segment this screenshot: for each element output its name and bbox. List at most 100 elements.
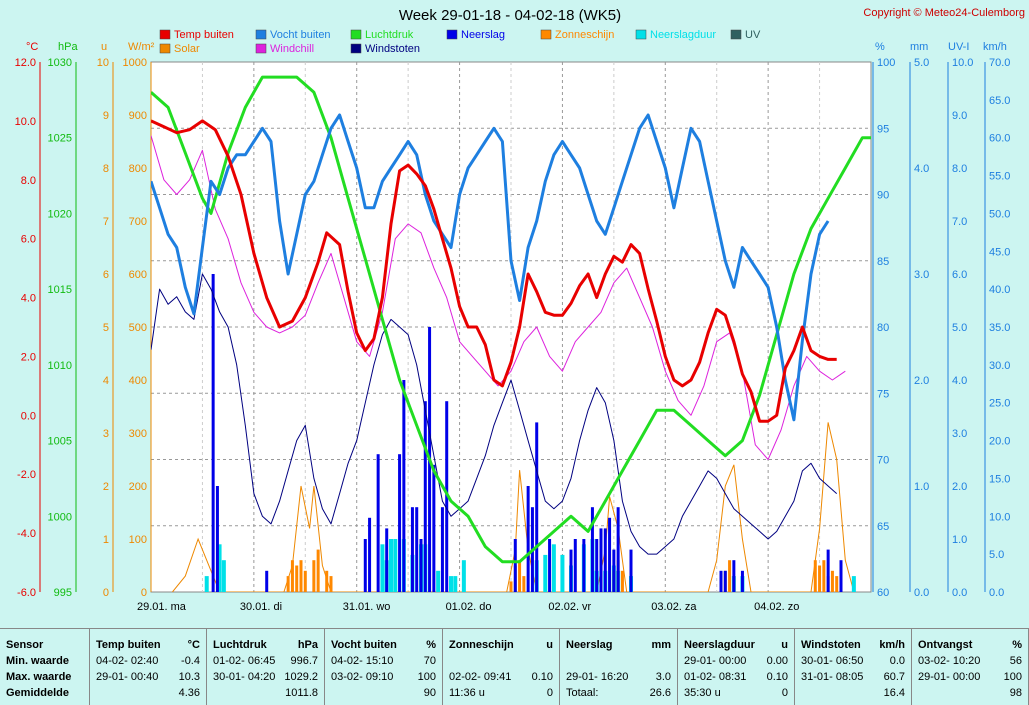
bar-zonneschijn <box>303 570 307 592</box>
bar-neerslag <box>368 517 372 592</box>
legend-label: Neerslag <box>461 29 505 41</box>
bar-neerslagduur <box>436 570 441 592</box>
axis-tick-wind: 15.0 <box>989 473 1010 485</box>
axis-tick-sunhours: 2 <box>103 481 109 493</box>
bar-neerslag <box>215 486 219 592</box>
stats-time: 04-02- 02:40 <box>96 655 159 667</box>
bar-neerslag <box>535 422 539 592</box>
axis-tick-rain: 0.0 <box>914 587 929 599</box>
axis-tick-pressure: 1030 <box>48 57 72 69</box>
bar-neerslagduur <box>851 576 856 592</box>
day-label: 01.02. do <box>446 601 492 613</box>
bar-neerslag <box>740 570 744 592</box>
axis-tick-solar: 800 <box>129 163 147 175</box>
axis-tick-humidity: 60 <box>877 587 889 599</box>
axis-tick-solar: 400 <box>129 375 147 387</box>
legend-swatch <box>255 29 267 40</box>
chart-title: Week 29-01-18 - 04-02-18 (WK5) <box>399 7 621 24</box>
stats-time: 04-02- 15:10 <box>331 655 394 667</box>
stats-header: Sensor <box>6 639 44 651</box>
bar-zonneschijn <box>813 560 817 592</box>
axis-tick-uv: 10.0 <box>952 57 973 69</box>
axis-tick-pressure: 1010 <box>48 360 72 372</box>
bar-neerslag <box>513 539 517 592</box>
legend-swatch <box>446 29 458 40</box>
stats-column: Ontvangst% 03-02- 10:20 56 29-01- 00:00 100 9… <box>912 629 1029 705</box>
legend-swatch <box>635 29 647 40</box>
axis-tick-humidity: 100 <box>877 57 895 69</box>
axis-unit-pressure: hPa <box>58 41 78 53</box>
legend-swatch <box>730 29 742 40</box>
axis-tick-pressure: 1000 <box>48 511 72 523</box>
stats-column: Zonneschijn u 02-02- 09:41 0.10 11:36 u 0 <box>443 629 560 705</box>
axis-tick-wind: 45.0 <box>989 246 1010 258</box>
stats-time: 29-01- 00:00 <box>684 655 747 667</box>
stats-unit: mm <box>651 639 671 651</box>
stats-time: 01-02- 06:45 <box>213 655 276 667</box>
bar-neerslagduur <box>204 576 209 592</box>
axis-tick-rain: 3.0 <box>914 269 929 281</box>
legend-swatch <box>350 43 362 54</box>
day-label: 03.02. za <box>651 601 697 613</box>
stats-value: 996.7 <box>290 655 318 667</box>
axis-tick-solar: 300 <box>129 428 147 440</box>
axis-tick-wind: 40.0 <box>989 284 1010 296</box>
stats-header: Ontvangst <box>918 639 973 651</box>
axis-tick-temp: 8.0 <box>21 175 36 187</box>
axis-unit-rain: mm <box>910 41 928 53</box>
stats-value: 60.7 <box>883 671 905 683</box>
axis-tick-humidity: 85 <box>877 256 889 268</box>
axis-tick-solar: 600 <box>129 269 147 281</box>
axis-tick-humidity: 90 <box>877 190 889 202</box>
series-temp-buiten <box>151 119 837 423</box>
axis-tick-uv: 2.0 <box>952 481 967 493</box>
axis-tick-solar: 0 <box>141 587 147 599</box>
axis-tick-humidity: 65 <box>877 521 889 533</box>
bar-zonneschijn <box>299 560 303 592</box>
series-vocht-buiten <box>151 113 830 422</box>
axis-tick-temp: 2.0 <box>21 351 36 363</box>
copyright-text: Copyright © Meteo24-Culemborg <box>863 7 1025 19</box>
axis-tick-humidity: 70 <box>877 455 889 467</box>
bar-neerslag <box>398 454 402 592</box>
axis-tick-wind: 10.0 <box>989 511 1010 523</box>
stats-value: 0.0 <box>889 655 905 667</box>
axis-tick-pressure: 1025 <box>48 133 72 145</box>
stats-value: 1029.2 <box>284 671 318 683</box>
axis-unit-temp: °C <box>26 41 38 53</box>
bar-neerslagduur <box>461 560 466 592</box>
legend-swatch <box>159 43 171 54</box>
bar-neerslagduur <box>449 576 453 592</box>
axis-unit-humidity: % <box>875 41 885 53</box>
bar-neerslagduur <box>221 560 226 592</box>
axis-tick-sunhours: 9 <box>103 110 109 122</box>
stats-value: -0.4 <box>181 655 200 667</box>
stats-unit: hPa <box>297 639 318 651</box>
bar-neerslag <box>603 528 607 592</box>
bar-neerslag <box>440 507 444 592</box>
legend-label: Windchill <box>270 43 314 55</box>
bar-neerslagduur <box>393 539 398 592</box>
bar-neerslag <box>573 539 577 592</box>
stats-value: 16.4 <box>883 687 905 699</box>
axis-tick-rain: 5.0 <box>914 57 929 69</box>
axis-tick-sunhours: 0 <box>103 587 109 599</box>
axis-tick-uv: 4.0 <box>952 375 967 387</box>
axis-tick-rain: 1.0 <box>914 481 929 493</box>
stats-time: 29-01- 00:40 <box>96 671 159 683</box>
stats-row-label: Min. waarde <box>6 655 69 667</box>
stats-unit: % <box>426 639 436 651</box>
bar-zonneschijn <box>728 560 732 592</box>
legend-label: Temp buiten <box>174 29 234 41</box>
bar-neerslag <box>719 570 723 592</box>
axis-tick-temp: -6.0 <box>17 587 36 599</box>
bar-neerslag <box>732 560 736 592</box>
axis-unit-uv: UV-I <box>948 41 969 53</box>
bar-neerslag <box>385 528 389 592</box>
axis-unit-wind: km/h <box>983 41 1007 53</box>
axis-tick-humidity: 95 <box>877 123 889 135</box>
stats-value: 10.3 <box>178 671 200 683</box>
axis-tick-uv: 0.0 <box>952 587 967 599</box>
axis-tick-temp: -2.0 <box>17 469 36 481</box>
weather-chart: Week 29-01-18 - 04-02-18 (WK5) Copyright … <box>15 7 1025 613</box>
